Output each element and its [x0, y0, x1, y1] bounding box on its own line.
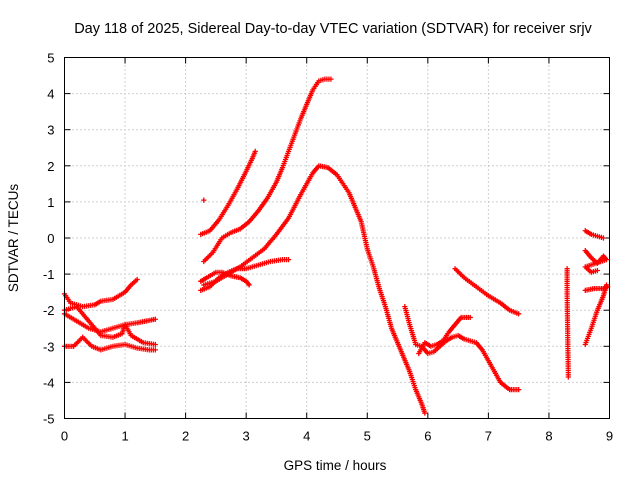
data-point	[152, 347, 158, 353]
y-tick-label: 2	[47, 159, 54, 174]
x-tick-labels: 0 1 2 3 4 5 6 7 8 9	[61, 429, 613, 444]
data-point	[201, 197, 207, 203]
x-axis-label: GPS time / hours	[284, 458, 387, 473]
plot-frame	[64, 57, 610, 419]
y-axis-label: SDTVAR / TECUs	[6, 184, 21, 293]
data-point	[516, 311, 522, 317]
y-tick-label: 0	[47, 231, 54, 246]
data-point	[134, 276, 140, 283]
x-tick-label: 2	[182, 429, 189, 444]
x-tick-label: 3	[243, 429, 250, 444]
y-tick-labels: -5 -4 -3 -2 -1 0 1 2 3 4 5	[43, 51, 55, 427]
x-tick-label: 7	[485, 429, 492, 444]
data-point	[285, 257, 292, 263]
x-tick-label: 5	[364, 429, 371, 444]
data-point	[252, 148, 258, 154]
x-tick-label: 8	[545, 429, 552, 444]
data-point	[152, 316, 158, 322]
y-tick-label: 4	[47, 87, 54, 102]
x-tick-label: 1	[121, 429, 128, 444]
y-tick-label: -3	[43, 339, 55, 354]
y-tick-label: -4	[43, 375, 55, 390]
y-tick-label: 1	[47, 195, 54, 210]
x-tick-label: 6	[424, 429, 431, 444]
grid-lines	[64, 57, 610, 419]
chart-title: Day 118 of 2025, Sidereal Day-to-day VTE…	[74, 21, 592, 37]
y-tick-label: 5	[47, 51, 54, 66]
x-tick-label: 9	[606, 429, 613, 444]
data-point	[152, 341, 158, 348]
data-point	[565, 374, 571, 380]
data-point	[246, 282, 252, 288]
y-tick-label: 3	[47, 123, 54, 138]
y-tick-label: -1	[43, 267, 55, 282]
data-point	[467, 314, 473, 321]
data-points	[61, 76, 611, 416]
data-point	[594, 267, 600, 274]
y-tick-label: -2	[43, 303, 55, 318]
data-point	[328, 76, 334, 82]
data-point	[516, 387, 522, 393]
data-point	[422, 410, 428, 416]
data-point	[600, 235, 607, 241]
y-tick-label: -5	[43, 412, 55, 427]
x-tick-label: 4	[303, 429, 310, 444]
x-tick-label: 0	[61, 429, 68, 444]
